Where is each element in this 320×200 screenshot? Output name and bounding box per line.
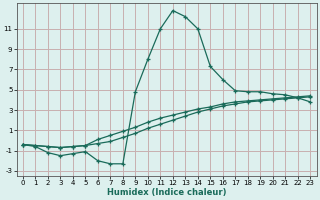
X-axis label: Humidex (Indice chaleur): Humidex (Indice chaleur) bbox=[107, 188, 226, 197]
